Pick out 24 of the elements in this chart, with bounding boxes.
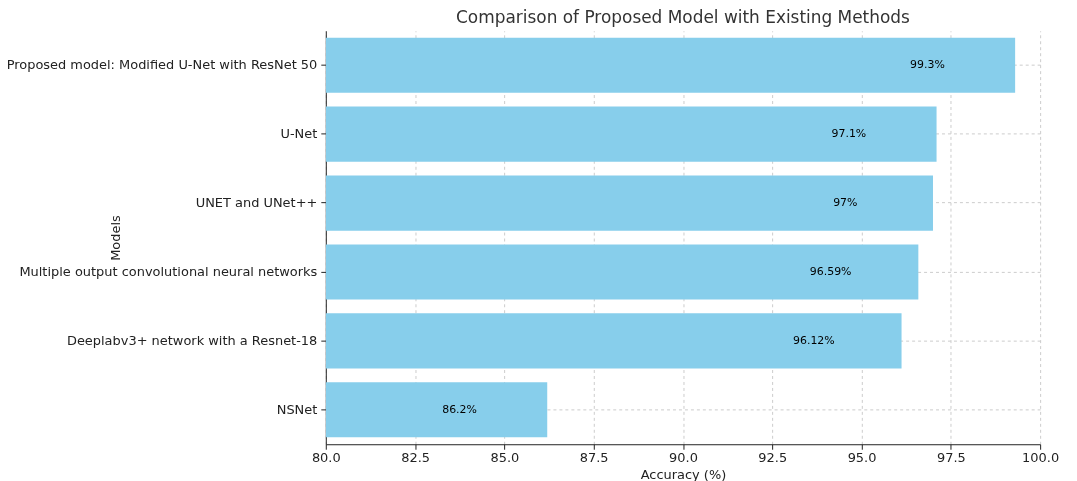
data-label: 86.2% xyxy=(442,402,477,416)
y-tick-label: Deeplabv3+ network with a Resnet-18 xyxy=(66,332,318,348)
y-axis-title: Models xyxy=(108,214,124,261)
y-tick-label: Multiple output convolutional neural networks xyxy=(19,263,318,279)
x-tick-label: 90.0 xyxy=(669,449,698,465)
data-label: 96.12% xyxy=(793,333,835,347)
x-tick-label: 97.5 xyxy=(936,449,966,465)
x-tick-label: 82.5 xyxy=(401,449,430,465)
y-tick-label: U-Net xyxy=(280,126,318,142)
data-label: 97% xyxy=(833,196,858,210)
x-tick-label: 100.0 xyxy=(1022,449,1060,465)
chart-title: Comparison of Proposed Model with Existing Methods xyxy=(456,6,910,27)
y-tick-label: NSNet xyxy=(276,401,318,417)
x-tick-label: 87.5 xyxy=(579,449,609,465)
data-label: 99.3% xyxy=(910,58,945,72)
y-tick-label: UNET and UNet++ xyxy=(195,195,318,211)
data-label: 97.1% xyxy=(831,127,867,141)
x-tick-label: 92.5 xyxy=(758,449,788,465)
x-tick-label: 80.0 xyxy=(311,449,341,465)
y-tick-label: Proposed model: Modified U-Net with ResNet 50 xyxy=(6,57,318,73)
x-tick-label: 95.0 xyxy=(847,449,877,465)
x-axis-title: Accuracy (%) xyxy=(640,466,727,481)
data-label: 96.59% xyxy=(809,264,852,278)
x-tick-label: 85.0 xyxy=(490,449,520,465)
